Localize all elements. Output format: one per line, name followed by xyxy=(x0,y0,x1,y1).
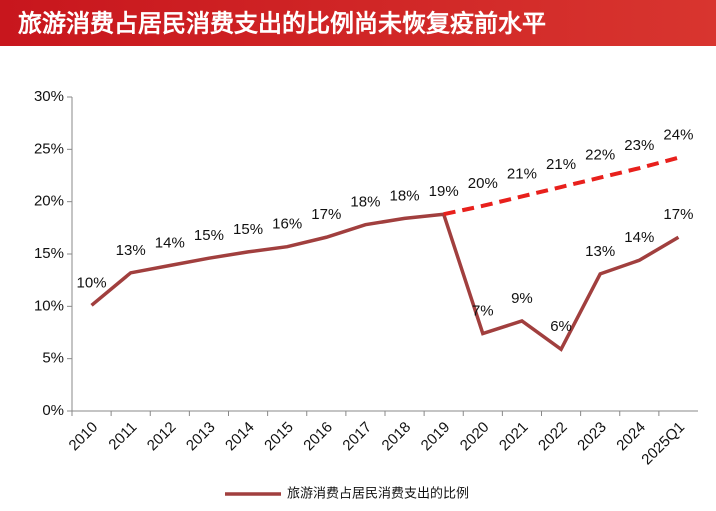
data-label: 24% xyxy=(663,127,693,144)
y-tick-label: 15% xyxy=(34,245,64,262)
data-label: 17% xyxy=(311,206,341,223)
x-tick-label: 2024 xyxy=(613,419,649,455)
data-label: 21% xyxy=(546,156,576,173)
data-label: 19% xyxy=(429,183,459,200)
title-banner xyxy=(0,0,716,46)
y-tick-label: 25% xyxy=(34,140,64,157)
y-tick-label: 0% xyxy=(42,402,64,419)
data-label: 22% xyxy=(585,147,615,164)
x-tick-label: 2016 xyxy=(300,419,336,455)
data-label: 14% xyxy=(624,229,654,246)
x-tick-label: 2010 xyxy=(66,419,102,455)
data-label: 14% xyxy=(155,234,185,251)
data-label: 15% xyxy=(194,227,224,244)
x-tick-label: 2015 xyxy=(261,419,297,455)
x-tick-label: 2019 xyxy=(418,419,454,455)
data-label: 18% xyxy=(390,187,420,204)
x-tick-label: 2012 xyxy=(144,419,180,455)
x-tick-label: 2011 xyxy=(105,419,140,454)
series-line xyxy=(90,212,680,352)
data-label: 10% xyxy=(77,274,107,291)
x-tick-label: 2014 xyxy=(222,419,258,455)
data-label: 13% xyxy=(585,243,615,260)
x-tick-label: 2021 xyxy=(496,419,532,455)
data-label: 9% xyxy=(511,290,533,307)
data-label: 13% xyxy=(116,242,146,259)
data-label: 7% xyxy=(472,303,494,320)
x-tick-label: 2023 xyxy=(574,419,610,455)
x-tick-label: 2018 xyxy=(379,419,415,455)
y-tick-label: 30% xyxy=(34,88,64,105)
y-tick-label: 20% xyxy=(34,193,64,210)
legend-label: 旅游消费占居民消费支出的比例 xyxy=(287,485,469,500)
chart-title: 旅游消费占居民消费支出的比例尚未恢复疫前水平 xyxy=(18,9,546,38)
x-tick-label: 2013 xyxy=(183,419,219,455)
data-label: 18% xyxy=(350,194,380,211)
data-label: 15% xyxy=(233,221,263,238)
data-label: 23% xyxy=(624,137,654,154)
y-tick-label: 10% xyxy=(34,297,64,314)
data-label: 17% xyxy=(663,206,693,223)
x-tick-label: 2025Q1 xyxy=(638,419,688,469)
data-label: 16% xyxy=(272,216,302,233)
x-tick-label: 2022 xyxy=(535,419,571,455)
x-tick-label: 2017 xyxy=(339,419,375,455)
y-tick-label: 5% xyxy=(42,350,64,367)
data-label: 21% xyxy=(507,165,537,182)
series-line xyxy=(443,155,679,217)
data-label: 20% xyxy=(468,175,498,192)
data-label: 6% xyxy=(550,318,572,335)
x-tick-label: 2020 xyxy=(457,419,493,455)
